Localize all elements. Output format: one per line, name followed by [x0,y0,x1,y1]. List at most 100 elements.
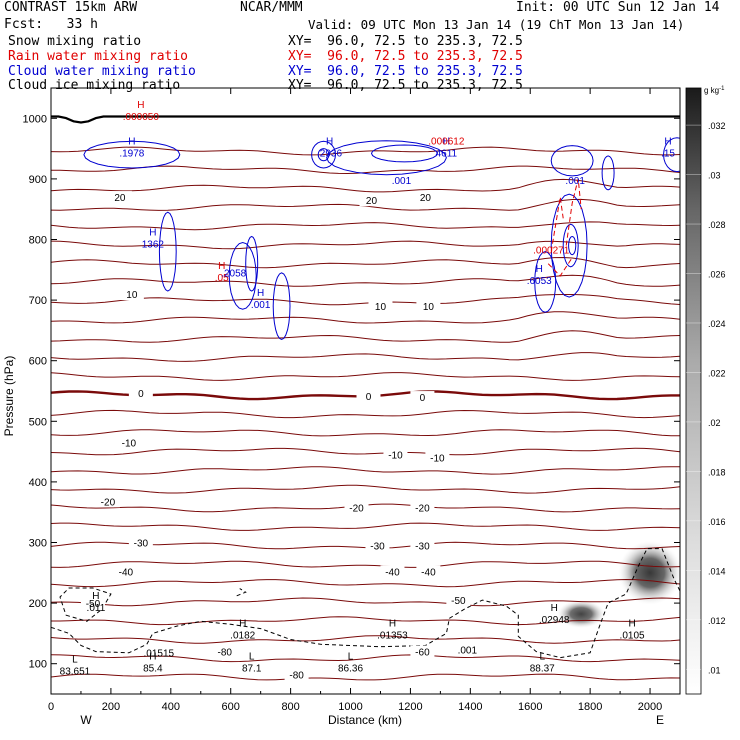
colorbar-tick-label: .012 [708,616,726,626]
isotherm [51,294,680,306]
isotherm [51,311,680,324]
isotherm-label-bg [356,389,381,402]
isotherm-label-bg [425,451,450,464]
field-xy-rain: XY= 96.0, 72.5 to 235.3, 72.5 [288,49,523,64]
cloud-water-contour [83,140,181,169]
isotherm [51,409,680,419]
extremum-value: .0105 [620,630,645,641]
isotherm-label-bg [119,288,144,301]
isotherm-label-bg [128,536,153,549]
high-marker: H [149,652,156,663]
isotherm [51,256,680,269]
west-label: W [80,713,92,727]
isotherm-label-bg [380,565,405,578]
isotherm [51,372,680,381]
isotherm [51,484,680,494]
x-tick-label: 2000 [638,701,662,713]
colorbar-ticks: .01 .012 .014 .016 .018 .02 .022 .024 .026 .028 .0… [686,121,726,675]
cloud-water-contour [326,140,447,176]
contour-labels: -80 -80 -60 -50 -50 -40 -40 -40 -30 -30 -30 -20 -20 -… [60,100,676,681]
cloud-water-contour [311,140,337,169]
high-marker: H [536,264,543,275]
high-marker: H [149,228,156,239]
extremum-value: .6053 [527,276,552,287]
high-marker: H [326,137,333,148]
cloud-water-contour [550,193,588,298]
rain-water-contour [550,197,564,252]
colorbar [685,87,702,695]
field-xy-cloud-water: XY= 96.0, 72.5 to 235.3, 72.5 [288,64,523,79]
isotherm-label: 0 [420,393,426,404]
high-marker: H [389,618,396,629]
low-marker: L [72,655,78,666]
extremum-value: .011 [87,603,106,614]
low-marker: L [539,652,545,663]
isotherm-label-bg [413,191,438,204]
isotherm [51,146,680,156]
low-marker: L [249,652,255,663]
isotherm [51,466,680,475]
field-xy-snow: XY= 96.0, 72.5 to 235.3, 72.5 [288,34,523,49]
y-tick-label: 300 [29,538,47,550]
isotherm-label-bg [410,645,435,658]
x-tick-label: 1400 [458,701,482,713]
colorbar-tick-label: .02 [708,418,721,428]
field-xy-cloud-ice: XY= 96.0, 72.5 to 235.3, 72.5 [288,78,523,93]
cloud-ice-contour [236,588,247,597]
isotherm [51,274,680,287]
y-tick-label: 100 [29,659,47,671]
extremum-value: 4611 [436,149,458,160]
cloud-water-contour [550,145,594,177]
snow-shading [557,540,680,629]
east-label: E [656,713,664,727]
isotherm-label: -40 [385,568,400,579]
isotherm [51,221,680,231]
isotherm [51,597,680,607]
isotherm-label: 10 [375,302,387,313]
cloud-water-contours [83,137,680,341]
init-time: Init: 00 UTC Sun 12 Jan 14 [516,0,720,15]
isotherm-label: -50 [86,599,101,610]
extremum-value: .000271 [533,246,570,257]
isotherm-label-bg [416,565,441,578]
extremum-value: .001 [251,300,271,311]
isotherm-label: -30 [415,542,430,553]
extremum-value: .0182 [230,630,255,641]
isotherm [51,578,680,588]
valid-time: Valid: 09 UTC Mon 13 Jan 14 (19 ChT Mon … [308,17,685,32]
extremum-value: .01515 [144,649,175,660]
y-tick-label: 400 [29,477,47,489]
x-tick-label: 600 [222,701,240,713]
cloud-water-contour [662,137,680,173]
isotherm-label: -10 [388,451,403,462]
colorbar-tick-label: .014 [708,566,726,576]
isotherm-label-bg [446,594,471,607]
snow-maximum [618,540,680,605]
x-tick-label: 0 [48,701,54,713]
isotherm-label: 0 [138,389,144,400]
isotherm-label-bg [284,668,309,681]
isotherm-label: 20 [366,196,378,207]
isotherm-label-bg [107,191,132,204]
cloud-water-contour [158,211,177,292]
isotherm-label: 20 [114,193,126,204]
extremum-value: 85.4 [143,664,163,675]
extremum-value: 83.651 [60,667,91,678]
extremum-value: .2058 [221,269,246,280]
colorbar-tick-label: .022 [708,368,726,378]
x-tick-label: 400 [162,701,180,713]
isotherm [51,673,680,681]
isotherm-label: -80 [217,648,232,659]
colorbar-tick-label: .016 [708,517,726,527]
isotherm-label: -20 [349,503,364,514]
high-marker: H [628,618,635,629]
extremum-value: .05 [215,273,229,284]
isotherm-label-bg [359,194,384,207]
model-title: CONTRAST 15km ARW [4,0,138,15]
isotherm-label: 10 [126,290,138,301]
isotherm-label: -60 [415,648,430,659]
colorbar-tick-label: .01 [708,665,721,675]
forecast-hour: Fcst: 33 h [4,17,98,32]
colorbar-tick-label: .03 [708,171,721,181]
